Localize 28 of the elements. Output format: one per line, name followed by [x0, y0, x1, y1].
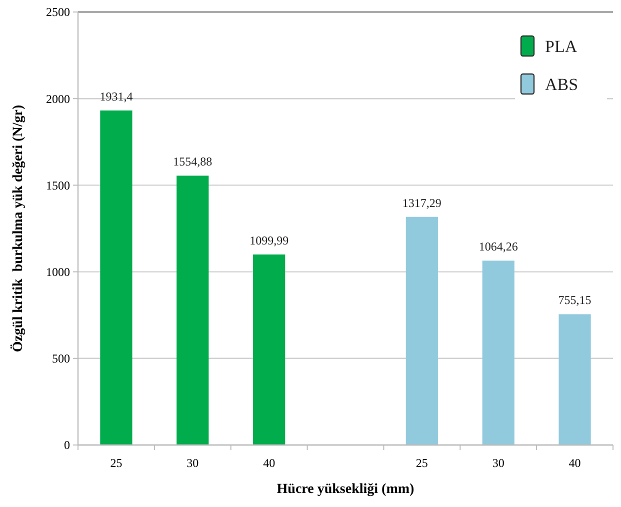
- x-tick-label: 30: [492, 456, 504, 470]
- bar: [176, 176, 209, 445]
- y-axis-title: Özgül kritik burkulma yük değeri (N/gr): [10, 104, 26, 352]
- bar: [406, 216, 438, 445]
- y-tick-label: 0: [64, 438, 70, 452]
- y-tick-label: 2500: [46, 5, 70, 20]
- bar: [100, 110, 132, 445]
- bar: [253, 254, 286, 445]
- y-tick-label: 500: [52, 352, 70, 366]
- data-label: 1931,4: [100, 89, 133, 104]
- x-tick-label: 40: [568, 456, 581, 470]
- data-label: 755,15: [558, 293, 592, 308]
- data-label: 1554,88: [173, 154, 212, 169]
- legend-label: ABS: [545, 75, 578, 94]
- x-axis-title: Hücre yüksekliği (mm): [276, 482, 415, 497]
- bar: [558, 314, 591, 445]
- y-tick-label: 1500: [46, 178, 70, 192]
- data-label: 1064,26: [478, 240, 518, 254]
- x-tick-label: 25: [416, 456, 428, 470]
- bar: [482, 260, 514, 445]
- data-label: 1317,29: [402, 196, 442, 210]
- x-tick-label: 25: [110, 456, 122, 470]
- y-tick-label: 2000: [46, 92, 70, 106]
- x-tick-label: 30: [186, 456, 199, 470]
- y-tick-label: 1000: [46, 265, 70, 279]
- x-tick-label: 40: [263, 456, 276, 470]
- legend-label: PLA: [545, 37, 578, 56]
- data-label: 1099,99: [250, 233, 289, 248]
